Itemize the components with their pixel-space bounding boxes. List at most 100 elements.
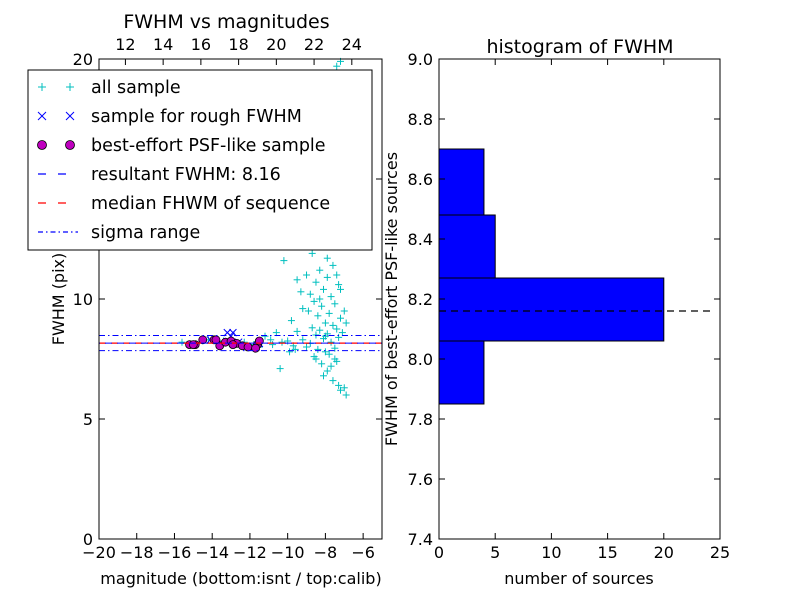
series-0-point-plus: [316, 266, 324, 274]
legend-entry: all sample: [38, 78, 181, 98]
series-0-point-plus: [272, 329, 280, 337]
series-0-point-plus: [310, 297, 318, 305]
series-2-point-circle: [211, 335, 221, 345]
series-0-point-plus: [316, 326, 324, 334]
series-0-point-plus: [327, 362, 335, 370]
series-0-point-plus: [276, 365, 284, 373]
series-0-point-plus: [320, 285, 328, 293]
top-tick-label: 12: [115, 35, 135, 54]
scatter-legend: all sample sample for rough FWHM best-effo…: [27, 69, 373, 251]
series-0-point-plus: [323, 367, 331, 375]
x-tick-label: 15: [597, 543, 617, 562]
x-tick-label: −18: [120, 543, 154, 562]
series-0-point-plus: [336, 314, 344, 322]
series-0-point-plus: [320, 372, 328, 380]
series-0-point-plus: [333, 325, 341, 333]
series-0-point-plus: [336, 386, 344, 394]
series-1-point-cross: [229, 328, 237, 337]
y-tick-label: 10: [73, 290, 93, 309]
series-0-point-plus: [297, 288, 305, 296]
series-0-point-plus: [340, 307, 348, 315]
series-0-point-plus: [261, 332, 269, 340]
legend-entry: median FHWM of sequence: [38, 194, 330, 214]
series-0-point-plus: [304, 307, 312, 315]
series-0-point-plus: [178, 338, 186, 346]
series-0-point-plus: [278, 338, 286, 346]
y-tick-label: 8.2: [408, 290, 433, 309]
series-0-point-plus: [293, 276, 301, 284]
x-marker-b: [223, 328, 232, 337]
series-0-point-plus: [308, 249, 316, 257]
x-tick-label: −12: [233, 543, 267, 562]
top-tick-label: 22: [304, 35, 324, 54]
series-0-point-plus: [323, 273, 331, 281]
series-0-point-plus: [323, 254, 331, 262]
series-0-point-plus: [329, 377, 337, 385]
series-0-point-plus: [342, 319, 350, 327]
series-2-point-circle: [243, 342, 253, 352]
series-0-point-plus: [287, 317, 295, 325]
legend-label: median FHWM of sequence: [91, 194, 330, 214]
histogram-bar: [438, 277, 665, 342]
y-tick-label: 9.0: [408, 50, 433, 69]
series-0-point-plus: [329, 261, 337, 269]
series-0-point-plus: [280, 257, 288, 265]
legend-entry: sigma range: [38, 223, 200, 243]
series-0-point-plus: [336, 285, 344, 293]
legend-circle: [65, 140, 75, 150]
scatter-reference-lines: [99, 334, 382, 352]
top-tick-label: 24: [342, 35, 362, 54]
y-tick-label: 8.6: [408, 170, 433, 189]
top-tick-label: 20: [266, 35, 286, 54]
x-tick-label: −8: [314, 543, 338, 562]
series-2-point-circle: [228, 340, 238, 350]
legend-box: [27, 69, 373, 251]
series-0-point-plus: [318, 302, 326, 310]
series-0-point-plus: [306, 290, 314, 298]
y-tick-label: 8.4: [408, 230, 433, 249]
y-tick-label: 7.4: [408, 530, 433, 549]
top-tick-label: 18: [228, 35, 248, 54]
x-tick-label: −14: [195, 543, 229, 562]
histogram-x-axis-label: number of sources: [504, 569, 654, 588]
series-0-point-plus: [325, 350, 333, 358]
series-0-point-plus: [291, 345, 299, 353]
series-0-point-plus: [314, 312, 322, 320]
series-0-point-plus: [303, 271, 311, 279]
legend-entry: resultant FWHM: 8.16: [38, 165, 281, 185]
y-tick-label: 5: [83, 410, 93, 429]
x-marker-b: [229, 328, 237, 337]
series-0-point-plus: [321, 319, 329, 327]
histogram-x-ticks: 0 5 10 15 20 25: [434, 59, 730, 562]
y-tick-label: 7.8: [408, 410, 433, 429]
series-0-point-plus: [321, 332, 329, 340]
legend-label: all sample: [91, 78, 181, 98]
x-tick-label: 25: [710, 543, 730, 562]
y-tick-label: 8.0: [408, 350, 433, 369]
x-tick-label: −6: [351, 543, 375, 562]
series-0-point-plus: [333, 271, 341, 279]
legend-entries: all sample sample for rough FWHM best-effo…: [37, 78, 330, 243]
y-tick-label: 0: [83, 530, 93, 549]
series-0-point-plus: [314, 345, 322, 353]
scatter-panel: FWHM vs magnitudes −20 −18 −16 −14 −12 −10 −8−…: [27, 11, 383, 588]
series-0-point-plus: [327, 293, 335, 301]
y-tick-label: 20: [73, 50, 93, 69]
x-tick-label: 20: [654, 543, 674, 562]
series-2-point-circle: [188, 340, 198, 350]
series-0-point-plus: [325, 309, 333, 317]
histogram-bar: [438, 214, 496, 279]
legend-entry: best-effort PSF-like sample: [37, 136, 326, 156]
series-0-point-plus: [338, 329, 346, 337]
series-0-point-plus: [286, 348, 294, 356]
top-tick-label: 16: [191, 35, 211, 54]
y-tick-label: 8.8: [408, 110, 433, 129]
legend-label: sample for rough FWHM: [91, 107, 302, 127]
histogram-title: histogram of FWHM: [486, 36, 673, 58]
series-0-point-plus: [331, 344, 339, 352]
series-0-point-plus: [318, 360, 326, 368]
series-0-point-plus: [329, 321, 337, 329]
scatter-x-ticks: −20 −18 −16 −14 −12 −10 −8 −6: [82, 533, 375, 562]
legend-label: sigma range: [91, 223, 200, 243]
